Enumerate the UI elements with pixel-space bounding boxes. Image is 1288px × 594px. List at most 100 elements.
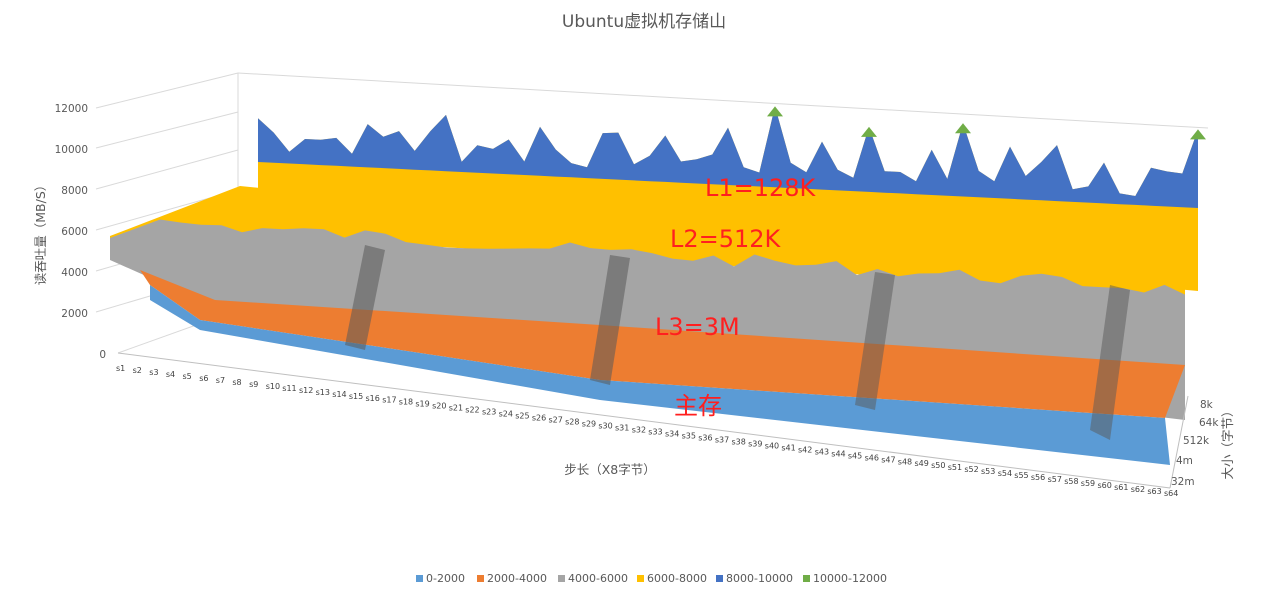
x-tick-label: s5 [183, 372, 192, 381]
x-tick-label: s62 [1131, 485, 1145, 494]
x-tick-label: s36 [698, 433, 712, 442]
x-tick-label: s18 [399, 398, 413, 407]
x-tick-label: s1 [116, 364, 125, 373]
x-tick-label: s38 [732, 437, 746, 446]
y-axis-line [1169, 395, 1189, 489]
legend-label: 10000-12000 [813, 572, 887, 585]
x-tick-label: s13 [316, 388, 330, 397]
x-tick-label: s6 [199, 374, 208, 383]
z-axis: 12000 10000 8000 6000 4000 2000 0 [55, 103, 106, 361]
y-axis-title: 大小（字节） [1220, 404, 1235, 479]
surface-shadow [590, 255, 630, 385]
x-tick-label: s27 [549, 416, 563, 425]
x-tick-label: s57 [1048, 475, 1062, 484]
x-tick-label: s61 [1114, 483, 1128, 492]
x-tick-label: s19 [415, 400, 429, 409]
x-tick-label: s33 [648, 428, 662, 437]
surface-shadow [345, 245, 385, 350]
z-axis-title: 读吞吐量（MB/S） [33, 179, 48, 286]
surface-shadow [1090, 285, 1130, 440]
surface-band-10000-12000 [955, 123, 971, 134]
x-tick-label: s35 [682, 432, 696, 441]
y-tick-label: 32m [1171, 476, 1195, 488]
x-tick-label: s55 [1014, 471, 1028, 480]
z-tick-label: 12000 [55, 103, 88, 115]
surface-plot [110, 106, 1206, 465]
z-tick-label: 0 [99, 349, 106, 361]
x-tick-label: s64 [1164, 489, 1178, 498]
x-tick-label: s49 [915, 459, 929, 468]
x-tick-label: s7 [216, 376, 225, 385]
x-tick-label: s46 [865, 453, 879, 462]
legend-swatch-10000-12000 [803, 575, 810, 582]
x-axis-ticks: s1 s2 s3 s4 s5 s6 s7 s8 s9 s10 s11 s12 s13 s14 s15 s16 s… [116, 364, 1178, 498]
x-tick-label: s47 [881, 455, 895, 464]
x-tick-label: s63 [1147, 487, 1161, 496]
y-tick-label: 64k [1199, 417, 1219, 429]
x-tick-label: s31 [615, 424, 629, 433]
x-tick-label: s9 [249, 380, 258, 389]
x-axis-title: 步长（X8字节） [564, 462, 656, 477]
x-tick-label: s44 [831, 449, 845, 458]
surface-band-6000-8000 [110, 186, 1185, 296]
x-tick-label: s3 [149, 368, 158, 377]
z-tick-label: 4000 [61, 267, 88, 279]
legend-label: 6000-8000 [647, 572, 707, 585]
surface-band-10000-12000 [767, 106, 783, 117]
x-tick-label: s4 [166, 370, 175, 379]
surface-band-2000-4000 [140, 270, 1185, 418]
x-tick-label: s32 [632, 426, 646, 435]
y-tick-label: 8k [1200, 399, 1214, 411]
x-tick-label: s12 [299, 386, 313, 395]
x-tick-label: s26 [532, 414, 546, 423]
x-tick-label: s59 [1081, 479, 1095, 488]
legend-swatch-4000-6000 [558, 575, 565, 582]
annotation-l3: L3=3M [655, 313, 740, 341]
chart-title: Ubuntu虚拟机存储山 [562, 12, 726, 32]
x-tick-label: s15 [349, 392, 363, 401]
x-tick-label: s39 [748, 439, 762, 448]
x-tick-label: s17 [382, 396, 396, 405]
x-tick-label: s41 [781, 443, 795, 452]
x-tick-label: s60 [1098, 481, 1112, 490]
x-tick-label: s16 [366, 394, 380, 403]
legend: 0-2000 2000-4000 4000-6000 6000-8000 800… [416, 572, 887, 585]
x-tick-label: s50 [931, 461, 945, 470]
legend-label: 2000-4000 [487, 572, 547, 585]
z-tick-label: 10000 [55, 144, 88, 156]
x-tick-label: s52 [964, 465, 978, 474]
legend-swatch-8000-10000 [716, 575, 723, 582]
legend-swatch-2000-4000 [477, 575, 484, 582]
x-tick-label: s29 [582, 420, 596, 429]
x-tick-label: s43 [815, 447, 829, 456]
z-tick-label: 6000 [61, 226, 88, 238]
x-tick-label: s42 [798, 445, 812, 454]
z-tick-label: 8000 [61, 185, 88, 197]
x-tick-label: s23 [482, 408, 496, 417]
surface-band-10000-12000 [1190, 129, 1206, 140]
y-axis: 8k 64k 512k 4m 32m [1171, 399, 1219, 488]
z-tick-label: 2000 [61, 308, 88, 320]
x-tick-label: s21 [449, 404, 463, 413]
y-tick-label: 4m [1176, 455, 1193, 467]
x-tick-label: s8 [232, 378, 241, 387]
legend-swatch-6000-8000 [637, 575, 644, 582]
x-tick-label: s25 [515, 412, 529, 421]
annotation-main-memory: 主存 [674, 392, 722, 420]
x-tick-label: s58 [1064, 477, 1078, 486]
legend-label: 4000-6000 [568, 572, 628, 585]
y-tick-label: 512k [1183, 435, 1210, 447]
surface-band-10000-12000 [861, 126, 877, 137]
legend-label: 0-2000 [426, 572, 465, 585]
annotation-l1: L1=128K [705, 174, 817, 202]
x-tick-label: s45 [848, 451, 862, 460]
x-tick-label: s14 [332, 390, 346, 399]
surface-shadow [855, 272, 895, 410]
x-tick-label: s51 [948, 463, 962, 472]
x-tick-label: s24 [499, 410, 513, 419]
x-tick-label: s37 [715, 435, 729, 444]
legend-swatch-0-2000 [416, 575, 423, 582]
surface-band-0-2000 [150, 285, 1170, 465]
legend-label: 8000-10000 [726, 572, 793, 585]
